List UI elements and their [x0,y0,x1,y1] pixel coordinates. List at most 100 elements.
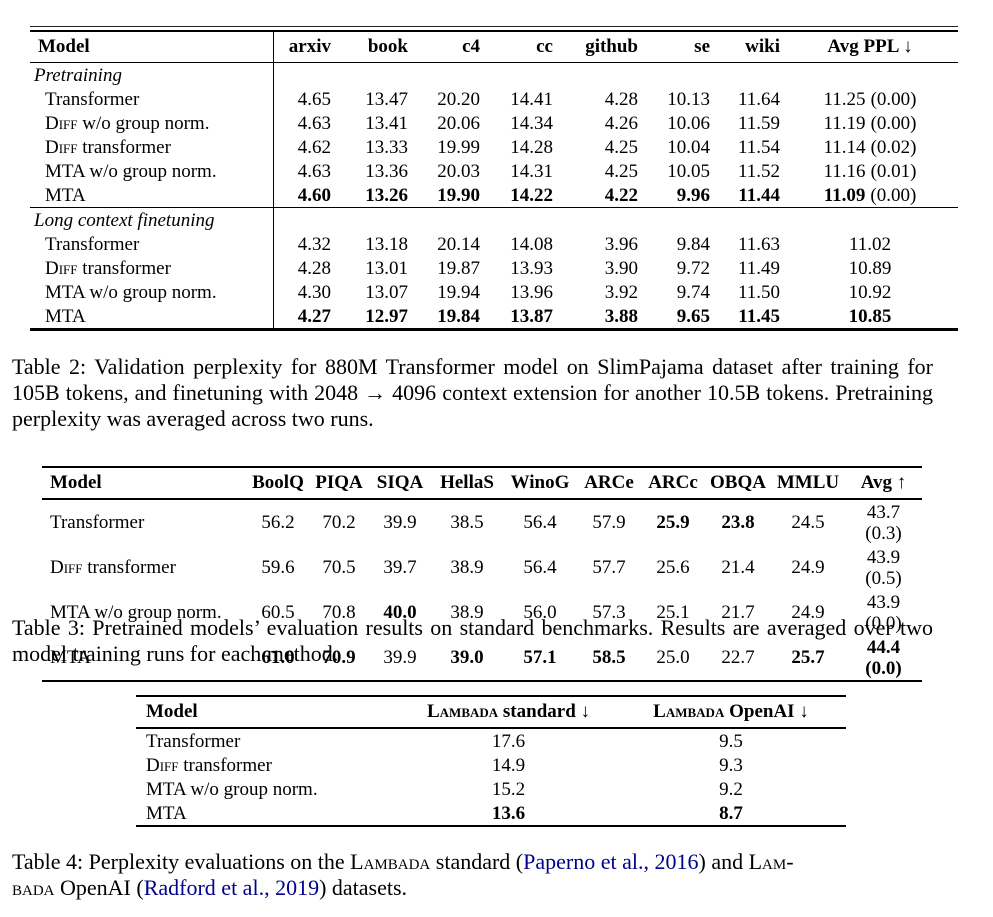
value-cell: 10.06 [667,112,710,134]
col-header-book: book [367,36,408,57]
value-cell: 19.87 [437,257,480,279]
table-4-lambada: Model Lambada standard ↓ Lambada OpenAI … [136,695,846,827]
value-cell: 9.2 [719,778,743,800]
value-cell: 9.74 [676,281,710,303]
model-name-text: MTA w/o group norm. [50,602,222,623]
value-cell: 13.01 [365,257,408,279]
table-row: MTA w/o group norm. 4.63 13.36 20.03 14.… [30,159,958,183]
model-name: MTA w/o group norm. [30,159,274,183]
value-cell: 10.13 [667,88,710,110]
value-cell: 4.26 [604,112,638,134]
avg-stddev: (0.02) [870,136,917,158]
avg-stddev: (0.00) [870,88,917,110]
value-cell: 14.22 [510,184,553,206]
model-name: MTA [136,801,401,826]
avg-value: 10.89 [848,257,892,279]
model-name-text: transformer [77,136,171,158]
value-cell: 38.5 [450,512,484,533]
value-cell: 11.45 [738,305,780,327]
section-title-long-context-finetuning: Long context finetuning [30,207,274,232]
section-row: Long context finetuning [30,207,958,233]
table-row: MTA 4.60 13.26 19.90 14.22 4.22 9.96 11.… [30,183,958,208]
model-name-smallcaps: Diff [45,136,78,158]
value-cell: 4.62 [297,136,331,158]
caption-smallcaps: Lambada [350,849,431,874]
avg-ppl-cell: 11.02 [782,232,958,256]
table-row: MTA w/o group norm. 4.30 13.07 19.94 13.… [30,280,958,304]
value-cell: 38.9 [450,557,484,578]
value-cell: 19.94 [437,281,480,303]
avg-stddev: (0.01) [870,160,917,182]
model-name-smallcaps: Diff [45,112,78,134]
value-cell: 4.27 [297,305,331,327]
value-cell: 56.4 [523,512,557,533]
value-cell: 57.9 [592,512,626,533]
col-header-avg: Avg ↑ [860,472,907,493]
value-cell: 11.64 [737,88,780,110]
model-name: MTA [30,304,274,330]
value-cell: 13.18 [365,233,408,255]
avg-value: 11.25 [823,88,866,110]
header-text: standard ↓ [498,701,591,722]
value-cell: 24.9 [791,557,825,578]
citation-link-radford-2019[interactable]: Radford et al., 2019 [143,875,320,900]
header-smallcaps: Lambada [653,701,725,722]
value-cell: 14.31 [510,160,553,182]
value-cell: 4.30 [297,281,331,303]
value-cell: 57.1 [523,647,557,668]
caption-text: ) datasets. [319,875,408,900]
table-row: Diff transformer 59.6 70.5 39.7 38.9 56.… [42,545,922,590]
header-smallcaps: Lambada [426,701,499,722]
value-cell: 21.7 [721,602,755,623]
value-cell: 70.8 [322,602,356,623]
col-header-arce: ARCe [584,472,634,493]
value-cell: 23.8 [721,512,755,533]
value-cell: 11.52 [737,160,780,182]
header-row: Model arxiv book c4 cc github se wiki Av… [30,31,958,63]
value-cell: 11.50 [737,281,780,303]
section-filler [273,208,958,233]
section-row: Pretraining [30,62,958,88]
value-cell: 14.28 [510,136,553,158]
value-cell: 9.72 [676,257,710,279]
value-cell: 57.7 [592,557,626,578]
model-name-text: transformer [82,557,176,578]
value-cell: 57.3 [592,602,626,623]
model-name-text: MTA [50,647,91,668]
avg-cell: 43.9 (0.5) [865,546,902,589]
value-cell: 4.25 [604,160,638,182]
citation-link-paperno-2016[interactable]: Paperno et al., 2016 [523,849,699,874]
avg-value: 11.02 [848,233,892,255]
value-cell: 39.0 [450,647,484,668]
value-cell: 14.9 [491,754,526,776]
model-name-text: transformer [77,257,171,279]
model-name: MTA [42,635,247,681]
value-cell: 22.7 [721,647,755,668]
col-header-model: Model [146,701,198,722]
model-name-text: Transformer [45,233,140,255]
value-cell: 58.5 [592,647,626,668]
avg-ppl-cell: 11.19 (0.00) [782,111,958,135]
model-name-text: MTA [45,184,86,206]
col-header-siqa: SIQA [376,472,424,493]
model-name-smallcaps: Diff [45,257,78,279]
caption-text: OpenAI ( [54,875,144,900]
model-name-text: MTA w/o group norm. [146,778,318,800]
model-name-smallcaps: Diff [146,754,179,776]
value-cell: 4.22 [604,184,638,206]
model-name: Transformer [30,87,274,111]
value-cell: 24.5 [791,512,825,533]
value-cell: 14.41 [510,88,553,110]
model-name-text: MTA w/o group norm. [45,160,217,182]
col-header-mmlu: MMLU [776,472,840,493]
avg-ppl-cell: 11.09 (0.00) [782,183,958,208]
col-header-se: se [694,36,710,57]
value-cell: 38.9 [450,602,484,623]
section-filler [273,63,958,88]
col-header-wiki: wiki [745,36,780,57]
col-header-obqa: OBQA [710,472,766,493]
table-2-validation-perplexity: Model arxiv book c4 cc github se wiki Av… [30,26,958,331]
value-cell: 13.47 [365,88,408,110]
value-cell: 13.6 [491,802,526,824]
col-header-boolq: BoolQ [252,472,304,493]
